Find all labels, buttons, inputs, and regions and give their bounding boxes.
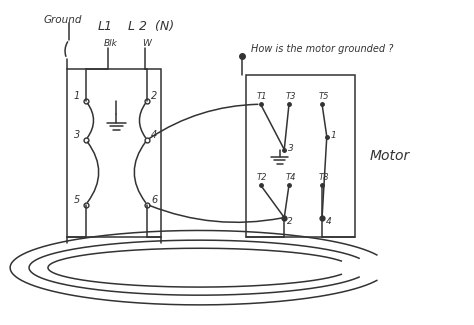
Text: L1: L1 bbox=[98, 20, 113, 33]
Text: W: W bbox=[143, 39, 151, 48]
Text: 2: 2 bbox=[287, 217, 292, 226]
Text: 4: 4 bbox=[151, 130, 157, 140]
Text: Motor: Motor bbox=[369, 149, 410, 163]
Text: 6: 6 bbox=[151, 195, 157, 205]
Text: T8: T8 bbox=[318, 173, 329, 182]
Text: How is the motor grounded ?: How is the motor grounded ? bbox=[251, 45, 393, 55]
Text: T5: T5 bbox=[318, 92, 329, 101]
Text: T3: T3 bbox=[285, 92, 296, 101]
Text: 2: 2 bbox=[151, 91, 157, 101]
Text: 1: 1 bbox=[330, 131, 337, 140]
Text: T2: T2 bbox=[257, 173, 267, 182]
Text: 5: 5 bbox=[74, 195, 80, 205]
Text: 4: 4 bbox=[326, 217, 332, 226]
Text: 3: 3 bbox=[288, 144, 294, 153]
Text: 3: 3 bbox=[74, 130, 80, 140]
Text: T1: T1 bbox=[257, 92, 267, 101]
Text: Ground: Ground bbox=[43, 15, 82, 25]
Text: T4: T4 bbox=[285, 173, 296, 182]
Text: Blk: Blk bbox=[104, 39, 118, 48]
Text: 1: 1 bbox=[74, 91, 80, 101]
Text: L 2  (N): L 2 (N) bbox=[128, 20, 174, 33]
